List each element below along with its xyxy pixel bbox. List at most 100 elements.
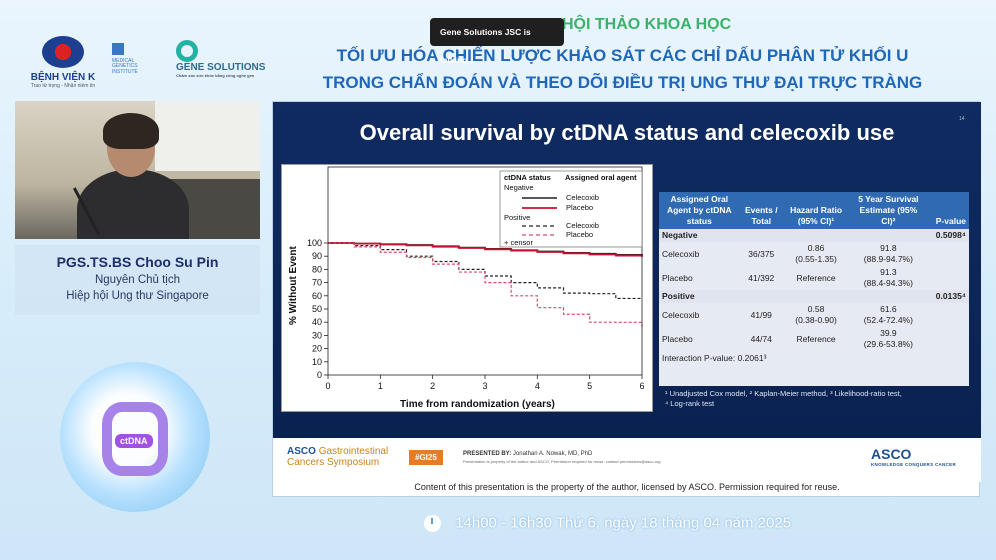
header-title-line2: TRONG CHẨN ĐOÁN VÀ THEO DÕI ĐIỀU TRỊ UNG… (322, 73, 923, 92)
cell-agent: Placebo (662, 333, 693, 344)
legend-head-status: ctDNA status (504, 173, 551, 182)
cell-surv-value: 91.3 (880, 267, 897, 277)
event-label: HỘI THẢO KHOA HỌC (562, 16, 732, 33)
cell-hr-ci: (0.38-0.90) (795, 315, 837, 325)
slide-number: 14 (959, 116, 965, 122)
gene-solutions-tagline: Chăm sóc sức khỏe bằng công nghệ gen (176, 72, 255, 78)
gene-solutions-logo: GENE SOLUTIONS Chăm sóc sức khỏe bằng cô… (176, 40, 266, 80)
presenter-info: PRESENTED BY: Jonathan A. Nowak, MD, PhD… (463, 450, 661, 466)
legend-head-agent: Assigned oral agent (565, 173, 637, 182)
cell-surv-ci: (88.4-94.3%) (863, 278, 913, 288)
table-group-row: Negative 0.5098⁴ (659, 229, 969, 242)
cell-surv: 61.6 (52.4-72.4%) (849, 303, 928, 327)
cell-surv-value: 91.8 (880, 243, 897, 253)
asco-right-brand: ASCO (871, 446, 912, 462)
clock-icon (424, 514, 441, 532)
slide-copyright: Content of this presentation is the prop… (414, 482, 840, 492)
y-tick-label: 100 (307, 238, 322, 248)
km-series-positive-celecoxib (328, 242, 642, 300)
presentation-slide: Overall survival by ctDNA status and cel… (272, 101, 981, 497)
legend-positive: Positive (504, 213, 530, 222)
col-surv: 5 Year Survival Estimate (95% CI)² (849, 192, 928, 229)
cell-agent: Placebo (662, 272, 693, 283)
group-label: Positive (659, 290, 928, 303)
cell-hr-value: 0.58 (807, 304, 825, 314)
col-events: Events / Total (739, 192, 783, 229)
speaking-indicator-tooltip: Gene Solutions JSC is talking... (430, 18, 564, 65)
cell-hr-value: Reference (796, 333, 836, 344)
y-tick-label: 60 (312, 291, 322, 301)
y-tick-label: 10 (312, 357, 322, 367)
asco-gi-logo: ASCO Gastrointestinal Cancers Symposium (287, 446, 388, 468)
x-tick-label: 2 (430, 381, 435, 391)
speaker-role-line2: Hiệp hội Ung thư Singapore (66, 290, 209, 302)
cell-events: 41/392 (748, 272, 775, 283)
footnote-line1: ¹ Unadjusted Cox model, ² Kaplan-Meier m… (665, 389, 902, 398)
asco-meeting-2: Cancers Symposium (287, 457, 380, 468)
legend-censor: + censor (504, 238, 533, 247)
speaker-name: PGS.TS.BS Choo Su Pin (56, 254, 219, 270)
schedule-datetime-text: 14h00 - 16h30 Thứ 6, ngày 18 tháng 04 nă… (455, 514, 792, 532)
ctdna-orb-decoration: ctDNA (60, 362, 210, 512)
y-tick-label: 30 (312, 330, 322, 340)
cell-surv: 91.3 (88.4-94.3%) (849, 266, 928, 290)
speaker-video[interactable] (15, 101, 260, 239)
y-tick-label: 90 (312, 251, 322, 261)
table-header-row: Assigned Oral Agent by ctDNA status Even… (659, 192, 969, 229)
km-series-positive-placebo (328, 242, 643, 328)
asco-brand: ASCO (287, 446, 316, 457)
hospital-emblem-icon (42, 36, 84, 68)
schedule-datetime: 14h00 - 16h30 Thứ 6, ngày 18 tháng 04 nă… (424, 514, 791, 532)
cell-events: 36/375 (748, 248, 775, 259)
gene-solutions-name: GENE SOLUTIONS (176, 62, 266, 74)
speaker-role-line1: Nguyên Chủ tịch (94, 274, 181, 286)
partner-logo-text: MEDICAL GENETICS INSTITUTE (112, 57, 138, 75)
cell-hr: 0.86 (0.55-1.35) (783, 242, 849, 266)
cell-agent: Celecoxib (662, 309, 700, 320)
cell-hr-value: 0.86 (807, 243, 825, 253)
ctdna-orb-label: ctDNA (115, 434, 153, 448)
slide-footer: ASCO Gastrointestinal Cancers Symposium … (273, 438, 981, 482)
table-row: Placebo 44/74 Reference 39.9 (29.6-53.8%) (659, 327, 969, 351)
gene-solutions-mark-icon (176, 40, 198, 62)
y-tick-label: 80 (312, 264, 322, 274)
y-tick-label: 20 (312, 344, 322, 354)
partner-logo: MEDICAL GENETICS INSTITUTE (112, 40, 162, 76)
legend-neg-celecoxib: Celecoxib (566, 193, 599, 202)
cell-hr-ci: (0.55-1.35) (795, 254, 837, 264)
table-row: Celecoxib 36/375 0.86 (0.55-1.35) 91.8 (88… (659, 242, 969, 266)
cell-surv: 91.8 (88.9-94.7%) (849, 242, 928, 266)
speaker-card: PGS.TS.BS Choo Su Pin Nguyên Chủ tịch Hi… (15, 245, 260, 315)
speaker-figure-hair (103, 113, 159, 149)
slide-title: Overall survival by ctDNA status and cel… (359, 120, 895, 145)
cell-surv-ci: (29.6-53.8%) (863, 339, 913, 349)
presenter-label: PRESENTED BY: (463, 451, 512, 457)
legend-pos-celecoxib: Celecoxib (566, 221, 599, 230)
cell-hr-value: Reference (796, 272, 836, 283)
x-tick-label: 6 (639, 381, 644, 391)
slide-content-area: Overall survival by ctDNA status and cel… (273, 102, 981, 438)
legend-neg-placebo: Placebo (566, 203, 593, 212)
x-tick-label: 4 (535, 381, 540, 391)
cell-agent: Celecoxib (662, 248, 700, 259)
y-tick-label: 70 (312, 278, 322, 288)
cell-surv-value: 39.9 (880, 328, 897, 338)
group-p-value: 0.5098⁴ (927, 229, 969, 242)
y-tick-label: 0 (317, 370, 322, 380)
x-tick-label: 1 (378, 381, 383, 391)
cell-hr: Reference (783, 266, 849, 290)
x-tick-label: 5 (587, 381, 592, 391)
y-tick-label: 40 (312, 317, 322, 327)
x-tick-label: 3 (482, 381, 487, 391)
colon-icon (102, 402, 168, 476)
footnote-line2: ⁴ Log-rank test (665, 399, 715, 408)
slide-footnote: ¹ Unadjusted Cox model, ² Kaplan-Meier m… (665, 389, 975, 409)
y-tick-label: 50 (312, 304, 322, 314)
legend-negative: Negative (504, 183, 534, 192)
cell-surv-ci: (52.4-72.4%) (863, 315, 913, 325)
hashtag-badge: #GI25 (409, 450, 443, 465)
cell-events: 44/74 (750, 333, 772, 344)
table-row: Placebo 41/392 Reference 91.3 (88.4-94.3%… (659, 266, 969, 290)
hospital-logo: BỆNH VIỆN K Trao từ trọng - Nhận niềm ti… (28, 36, 98, 89)
